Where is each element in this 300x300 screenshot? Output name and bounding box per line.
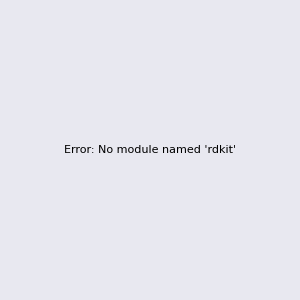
Text: Error: No module named 'rdkit': Error: No module named 'rdkit' [64, 145, 236, 155]
